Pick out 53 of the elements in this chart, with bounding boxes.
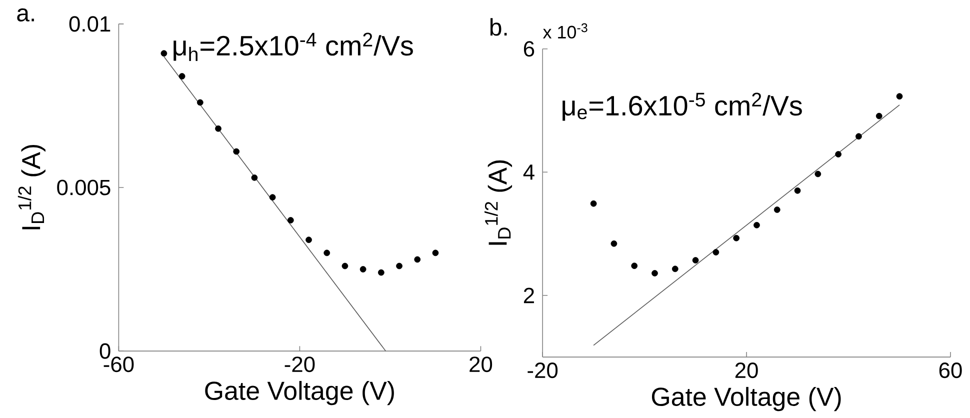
y-axis-title: I$_{D}$$^{1/2}$ (A) xyxy=(484,160,512,245)
point xyxy=(396,262,402,269)
text: a. xyxy=(17,8,34,22)
y-tick-label: 0.005 xyxy=(57,180,110,196)
point xyxy=(835,150,842,158)
y-tick-label: 4 xyxy=(523,164,534,180)
x-tick-label: 20 xyxy=(735,362,758,378)
x-tick-label: 60 xyxy=(939,362,962,378)
y-tick-label: 6 xyxy=(524,40,534,56)
point xyxy=(233,148,240,154)
point xyxy=(814,170,822,177)
y-tick-label: 0 xyxy=(100,343,110,359)
x-axis-title: Gate Voltage (V) xyxy=(652,386,841,411)
point xyxy=(287,216,294,224)
annotation: μ$_{h}$=2.5x10$^{-4}$ cm$^{2}$/Vs xyxy=(174,32,413,61)
x-tick-label: -20 xyxy=(284,356,315,372)
y-tick-label: 2 xyxy=(524,288,534,303)
point xyxy=(712,248,720,256)
x-axis-title: Gate Voltage (V) xyxy=(205,380,394,405)
point xyxy=(269,194,276,200)
x-tick-label: 20 xyxy=(470,356,492,372)
point xyxy=(178,72,186,80)
point xyxy=(652,270,658,276)
point xyxy=(733,234,740,242)
y-axis-title: I$_{D}$$^{1/2}$ (A) xyxy=(18,144,46,230)
point xyxy=(306,236,312,243)
point xyxy=(672,266,678,272)
point xyxy=(414,256,421,262)
point xyxy=(251,174,258,181)
point xyxy=(196,99,204,106)
x-tick-label: -20 xyxy=(528,362,558,378)
point xyxy=(692,256,699,264)
point xyxy=(160,50,168,56)
point xyxy=(876,112,882,120)
annotation: μ$_{e}$=1.6x10$^{-5}$ cm$^{2}$/Vs xyxy=(562,92,802,121)
point xyxy=(432,250,439,256)
point xyxy=(342,262,348,269)
point xyxy=(631,262,638,269)
point xyxy=(610,240,618,247)
point xyxy=(794,187,801,194)
text: x 10$^{-3}$ xyxy=(542,23,588,38)
point xyxy=(774,206,780,213)
point xyxy=(324,250,330,256)
point xyxy=(378,269,384,276)
point xyxy=(590,200,597,207)
point xyxy=(896,92,903,100)
point xyxy=(215,125,222,132)
point xyxy=(360,266,366,272)
text: b. xyxy=(490,18,507,36)
x-tick-label: -60 xyxy=(104,356,134,372)
y-tick-label: 0.01 xyxy=(69,16,110,32)
point xyxy=(754,222,760,228)
point xyxy=(856,132,862,140)
